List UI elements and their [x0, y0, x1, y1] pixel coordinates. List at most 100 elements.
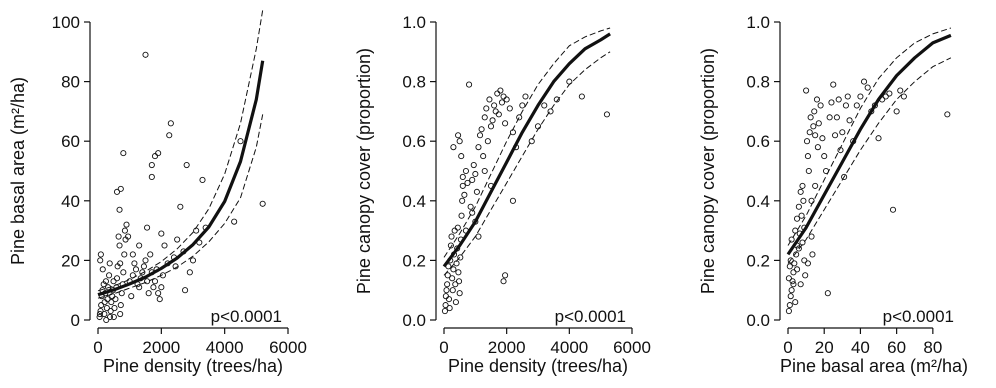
data-point	[475, 233, 482, 240]
data-point	[449, 275, 456, 282]
y-tick-label: 0.6	[402, 132, 426, 151]
lower-confidence-line	[97, 114, 264, 299]
p-value-annotation: p<0.0001	[211, 307, 282, 326]
data-point	[528, 138, 535, 145]
data-point	[483, 105, 490, 112]
y-tick-label: 0	[71, 311, 80, 330]
data-point	[882, 93, 889, 100]
data-point	[115, 233, 122, 240]
data-point	[456, 290, 463, 297]
data-point	[139, 269, 146, 276]
data-point	[121, 251, 128, 258]
data-point	[810, 123, 817, 130]
lower-confidence-line	[443, 51, 611, 276]
data-point	[155, 150, 162, 157]
data-point	[478, 126, 485, 133]
y-tick-label: 1.0	[402, 13, 426, 32]
x-tick-label: 0	[93, 338, 102, 357]
data-point	[889, 206, 897, 213]
data-point	[509, 129, 516, 136]
data-point	[476, 132, 484, 139]
data-point	[506, 105, 513, 112]
data-point	[486, 96, 493, 103]
y-tick-label: 0.8	[746, 73, 770, 92]
data-point	[442, 302, 449, 309]
data-point	[150, 284, 157, 291]
data-point	[799, 239, 806, 246]
data-point	[886, 90, 893, 97]
data-point	[494, 90, 501, 97]
x-tick-label: 40	[851, 338, 870, 357]
data-point	[111, 305, 118, 312]
data-point	[832, 132, 839, 139]
data-point	[500, 93, 507, 100]
data-point	[791, 260, 798, 267]
data-point	[182, 287, 189, 294]
y-axis-title: Pine basal area (m²/ha)	[8, 77, 28, 265]
data-point	[826, 114, 833, 121]
data-point	[794, 215, 801, 222]
data-point	[99, 266, 106, 273]
data-point	[893, 108, 900, 115]
data-point	[790, 281, 797, 288]
p-value-annotation: p<0.0001	[555, 307, 626, 326]
data-point	[489, 117, 496, 124]
data-point	[442, 293, 449, 300]
p-value-annotation: p<0.0001	[883, 307, 954, 326]
data-point	[140, 263, 147, 270]
data-point	[803, 87, 810, 94]
data-point	[846, 117, 853, 124]
data-point	[107, 308, 114, 315]
data-point	[125, 233, 132, 240]
data-point	[97, 257, 104, 264]
data-point	[795, 203, 802, 210]
data-point	[151, 278, 159, 285]
data-point	[117, 260, 124, 267]
data-point	[842, 102, 849, 109]
data-point	[129, 251, 136, 258]
data-point	[875, 135, 882, 142]
data-point	[481, 114, 488, 121]
data-point	[443, 287, 450, 294]
data-point	[797, 281, 804, 288]
upper-confidence-line	[443, 27, 611, 258]
y-tick-label: 0.0	[746, 311, 770, 330]
data-point	[151, 153, 159, 160]
x-tick-label: 4000	[550, 338, 588, 357]
data-point	[444, 272, 451, 279]
data-point	[113, 188, 121, 195]
data-point	[785, 308, 792, 315]
x-tick-label: 0	[783, 338, 792, 357]
data-point	[458, 153, 465, 160]
y-tick-label: 0.6	[746, 132, 770, 151]
data-point	[120, 269, 127, 276]
data-point	[497, 87, 504, 94]
data-point	[118, 290, 125, 297]
x-tick-label: 6000	[269, 338, 307, 357]
data-point	[900, 93, 907, 100]
data-point	[144, 278, 151, 285]
x-tick-label: 6000	[613, 338, 651, 357]
data-point	[189, 257, 197, 264]
data-point	[503, 96, 510, 103]
y-axis-title: Pine canopy cover (proportion)	[698, 48, 718, 294]
data-point	[237, 138, 244, 145]
data-point	[452, 281, 459, 288]
data-point	[790, 269, 797, 276]
data-point	[101, 299, 108, 306]
data-point	[117, 310, 124, 318]
y-tick-label: 40	[61, 192, 80, 211]
data-point	[456, 138, 463, 145]
data-point	[193, 227, 200, 234]
data-point	[102, 278, 109, 285]
y-tick-label: 60	[61, 132, 80, 151]
data-point	[97, 308, 104, 315]
data-point	[547, 108, 554, 115]
data-point	[801, 257, 808, 264]
data-point	[464, 179, 471, 186]
data-point	[145, 290, 152, 297]
data-point	[792, 299, 799, 306]
